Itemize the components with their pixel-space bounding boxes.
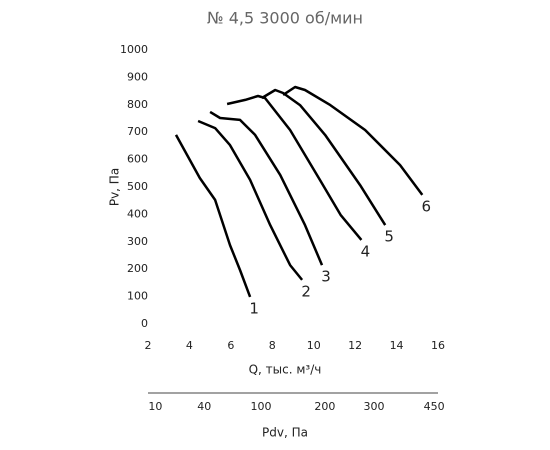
x-tick-label: 14 [390, 339, 404, 352]
x-tick-label: 16 [431, 339, 445, 352]
x-axis-label: Q, тыс. м³/ч [249, 363, 322, 377]
y-tick-label: 300 [127, 235, 148, 248]
curve [174, 134, 252, 298]
x2-tick-label: 40 [197, 400, 211, 413]
y-tick-label: 200 [127, 262, 148, 275]
x-tick-label: 6 [227, 339, 234, 352]
curve [197, 119, 304, 281]
x-tick-label: 2 [145, 339, 152, 352]
y-tick-label: 700 [127, 125, 148, 138]
y-tick-label: 400 [127, 207, 148, 220]
x-tick-label: 10 [307, 339, 321, 352]
y-tick-label: 1000 [120, 43, 148, 56]
curve-label: 1 [249, 299, 259, 317]
y-axis-label: Pv, Па [108, 168, 122, 206]
curve-label: 3 [321, 268, 331, 286]
x2-tick-label: 200 [314, 400, 335, 413]
curve-label: 6 [421, 197, 431, 215]
x2-tick-label: 300 [363, 400, 384, 413]
x2-axis-label: Pdv, Па [262, 426, 308, 440]
x-tick-label: 8 [269, 339, 276, 352]
x2-tick-label: 450 [424, 400, 445, 413]
curve [261, 88, 387, 226]
curve-label: 5 [384, 228, 394, 246]
chart-title: № 4,5 3000 об/мин [207, 9, 363, 28]
curve-label: 2 [301, 282, 311, 300]
x-tick-label: 4 [186, 339, 193, 352]
curve [209, 110, 324, 266]
y-tick-label: 900 [127, 70, 148, 83]
x2-tick-label: 100 [250, 400, 271, 413]
y-tick-label: 800 [127, 98, 148, 111]
y-tick-label: 100 [127, 290, 148, 303]
curve [226, 94, 363, 241]
curve-label: 4 [361, 242, 371, 260]
curve [282, 85, 424, 196]
x2-tick-label: 10 [148, 400, 162, 413]
y-tick-label: 600 [127, 153, 148, 166]
y-tick-label: 0 [141, 317, 148, 330]
y-tick-label: 500 [127, 180, 148, 193]
x-tick-label: 12 [348, 339, 362, 352]
